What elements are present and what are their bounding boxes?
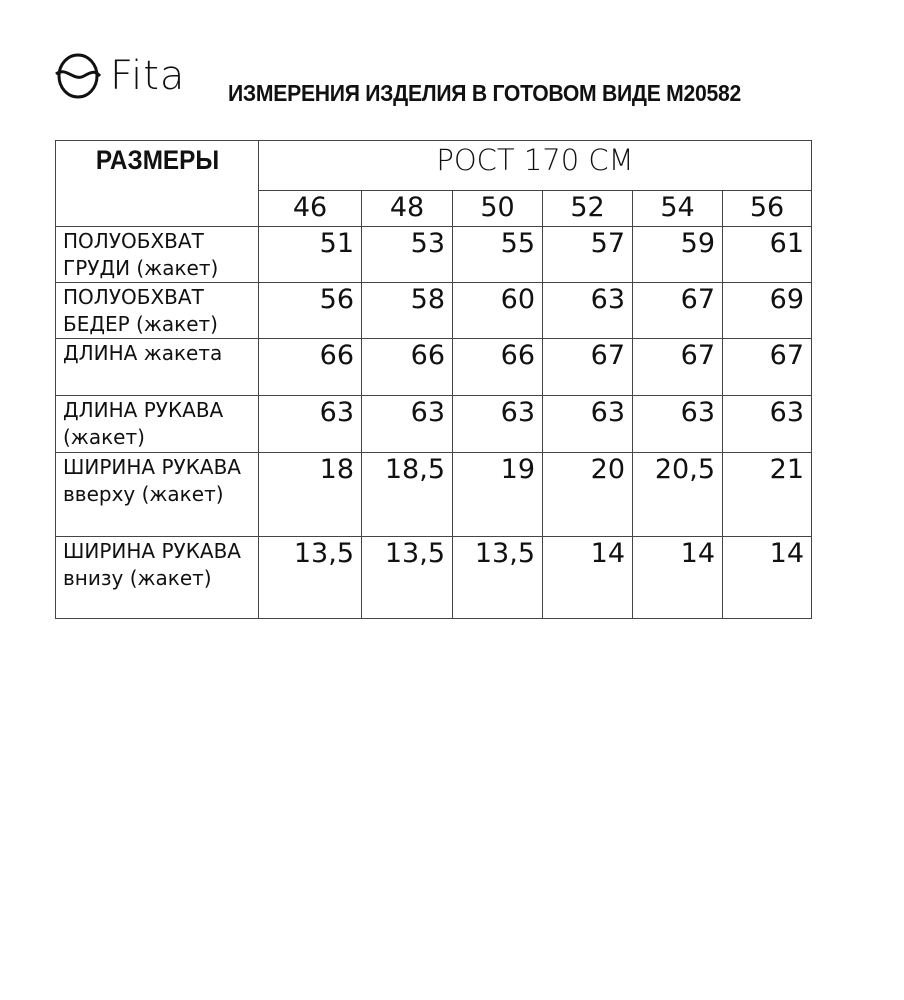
size-header: 48 <box>361 190 453 227</box>
table-row: ДЛИНА жакета 66 66 66 67 67 67 <box>55 338 812 396</box>
cell-value: 67 <box>632 338 723 396</box>
cell-value: 63 <box>542 395 633 453</box>
cell-value: 20,5 <box>632 452 723 537</box>
cell-value: 66 <box>361 338 453 396</box>
table-row: ШИРИНА РУКАВА вверху (жакет) 18 18,5 19 20 20… <box>55 452 812 537</box>
cell-value: 69 <box>722 282 812 339</box>
table-row: ПОЛУОБХВАТ БЕДЕР (жакет) 56 58 60 63 67 69 <box>55 282 812 339</box>
cell-value: 51 <box>258 226 362 283</box>
size-header: 56 <box>722 190 812 227</box>
cell-value: 58 <box>361 282 453 339</box>
cell-value: 63 <box>722 395 812 453</box>
brand-logo: Fita <box>54 52 185 100</box>
cell-value: 59 <box>632 226 723 283</box>
cell-value: 57 <box>542 226 633 283</box>
row-label: ПОЛУОБХВАТ БЕДЕР (жакет) <box>55 282 259 339</box>
size-header: 54 <box>632 190 723 227</box>
cell-value: 14 <box>722 536 812 619</box>
cell-value: 14 <box>632 536 723 619</box>
fita-logo-icon <box>55 53 102 99</box>
sizes-header: РАЗМЕРЫ <box>65 140 249 227</box>
cell-value: 53 <box>361 226 453 283</box>
row-label: ШИРИНА РУКАВА вверху (жакет) <box>55 452 259 537</box>
cell-value: 19 <box>452 452 543 537</box>
row-label: ПОЛУОБХВАТ ГРУДИ (жакет) <box>55 226 259 283</box>
cell-value: 18 <box>258 452 362 537</box>
cell-value: 55 <box>452 226 543 283</box>
table-row: ШИРИНА РУКАВА внизу (жакет) 13,5 13,5 13,5 1… <box>55 536 812 619</box>
size-header: 52 <box>542 190 633 227</box>
cell-value: 67 <box>542 338 633 396</box>
cell-value: 63 <box>361 395 453 453</box>
cell-value: 67 <box>632 282 723 339</box>
cell-value: 60 <box>452 282 543 339</box>
cell-value: 21 <box>722 452 812 537</box>
size-header: 50 <box>452 190 543 227</box>
table-row: ПОЛУОБХВАТ ГРУДИ (жакет) 51 53 55 57 59 61 <box>55 226 812 283</box>
page-title: ИЗМЕРЕНИЯ ИЗДЕЛИЯ В ГОТОВОМ ВИДЕ М20582 <box>228 80 741 106</box>
cell-value: 20 <box>542 452 633 537</box>
height-header: РОСТ 170 СМ <box>258 140 812 191</box>
cell-value: 18,5 <box>361 452 453 537</box>
cell-value: 61 <box>722 226 812 283</box>
cell-value: 63 <box>632 395 723 453</box>
cell-value: 66 <box>452 338 543 396</box>
row-label: ДЛИНА жакета <box>55 338 259 396</box>
table-row: ДЛИНА РУКАВА (жакет) 63 63 63 63 63 63 <box>55 395 812 453</box>
size-header: 46 <box>258 190 362 227</box>
cell-value: 63 <box>452 395 543 453</box>
cell-value: 13,5 <box>452 536 543 619</box>
logo-text: Fita <box>110 53 186 99</box>
measurements-table: РАЗМЕРЫ РОСТ 170 СМ 46 48 50 52 54 56 ПОЛУОБХ… <box>55 140 812 619</box>
cell-value: 63 <box>258 395 362 453</box>
cell-value: 67 <box>722 338 812 396</box>
cell-value: 13,5 <box>361 536 453 619</box>
cell-value: 13,5 <box>258 536 362 619</box>
cell-value: 56 <box>258 282 362 339</box>
cell-value: 66 <box>258 338 362 396</box>
cell-value: 63 <box>542 282 633 339</box>
row-label: ДЛИНА РУКАВА (жакет) <box>55 395 259 453</box>
row-label: ШИРИНА РУКАВА внизу (жакет) <box>55 536 259 619</box>
cell-value: 14 <box>542 536 633 619</box>
